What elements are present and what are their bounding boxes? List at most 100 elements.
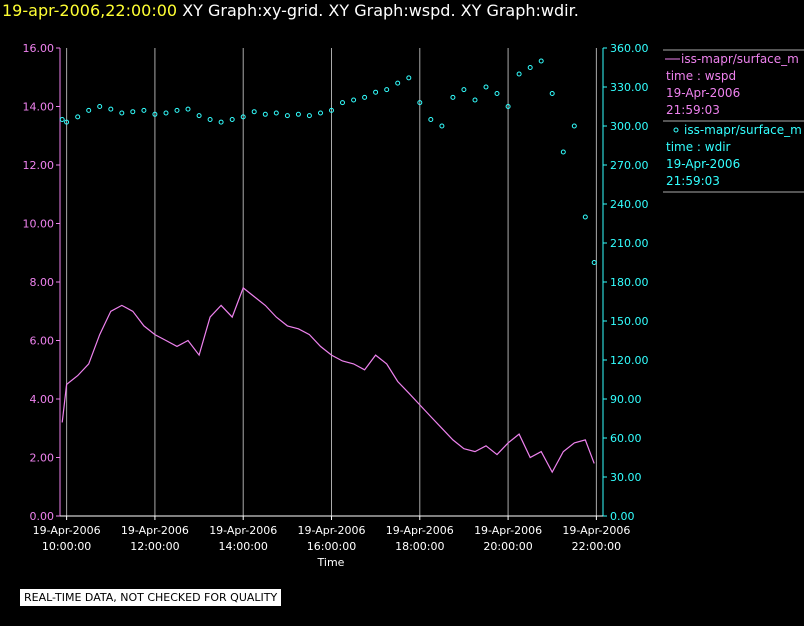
y-left-tick-label: 8.00 [30, 276, 55, 289]
y-right-tick-label: 330.00 [610, 81, 649, 94]
wdir-point [373, 89, 379, 95]
wdir-point [351, 97, 357, 103]
wdir-point [505, 104, 511, 109]
legend-wspd-date: 19-Apr-2006 [666, 86, 740, 100]
y-left-tick-label: 14.00 [23, 101, 55, 114]
graph-name-wspd: XY Graph:wspd. [328, 1, 456, 20]
wdir-point [306, 113, 312, 119]
wdir-point [141, 107, 147, 113]
wdir-point [549, 91, 555, 96]
wdir-point [384, 87, 390, 93]
wdir-point [262, 111, 268, 117]
y-right-tick-label: 210.00 [610, 237, 649, 250]
chart-title-bar: 19-apr-2006,22:00:00 XY Graph:xy-grid. X… [2, 1, 579, 20]
wdir-point [472, 97, 478, 103]
wspd-line [61, 286, 595, 474]
wdir-point [340, 100, 345, 106]
y-left-tick-label: 2.00 [30, 452, 55, 465]
y-right-tick-label: 150.00 [610, 315, 649, 328]
y-left-tick-label: 10.00 [23, 218, 55, 231]
x-tick-time-label: 10:00:00 [42, 540, 91, 553]
wdir-point [483, 84, 489, 90]
x-tick-date-label: 19-Apr-2006 [33, 524, 101, 537]
wdir-point [163, 110, 169, 116]
y-right-tick-label: 240.00 [610, 198, 649, 211]
wdir-point [406, 75, 412, 81]
legend-wdir-date: 19-Apr-2006 [666, 157, 740, 171]
wdir-point [591, 260, 597, 265]
x-tick-time-label: 16:00:00 [307, 540, 356, 553]
wdir-point [494, 91, 500, 96]
wdir-point [229, 117, 235, 122]
wdir-point [86, 107, 92, 113]
wdir-point [284, 113, 290, 119]
wdir-point [59, 117, 65, 122]
legend: iss-mapr/surface_m time : wspd 19-Apr-20… [663, 49, 804, 193]
wdir-point [395, 80, 401, 86]
y-right-tick-label: 270.00 [610, 159, 649, 172]
legend-wdir-marker-icon [673, 127, 679, 133]
x-tick-date-label: 19-Apr-2006 [121, 524, 189, 537]
y-left-tick-label: 6.00 [30, 335, 55, 348]
x-tick-time-label: 20:00:00 [483, 540, 532, 553]
wdir-point [240, 114, 246, 120]
wdir-point [527, 65, 533, 70]
axes [56, 47, 607, 520]
wdir-point [152, 111, 158, 117]
y-right-tick-label: 30.00 [610, 471, 642, 484]
wdir-point [450, 94, 456, 100]
wdir-point [273, 110, 279, 116]
legend-wspd-source: iss-mapr/surface_m [681, 52, 799, 66]
wdir-point [174, 107, 180, 113]
wdir-point [538, 58, 544, 64]
graph-name-wdir: XY Graph:wdir. [460, 1, 579, 20]
graph-name-xy-grid: XY Graph:xy-grid. [182, 1, 324, 20]
legend-wspd-var: time : wspd [666, 69, 736, 83]
wdir-point [439, 123, 445, 129]
y-left-tick-label: 12.00 [23, 159, 55, 172]
wdir-point [97, 104, 103, 109]
x-tick-time-label: 18:00:00 [395, 540, 444, 553]
y-right-tick-label: 180.00 [610, 276, 649, 289]
wdir-series [59, 58, 597, 265]
x-tick-time-label: 22:00:00 [572, 540, 621, 553]
grid-lines [66, 48, 597, 516]
y-right-tick-label: 360.00 [610, 42, 649, 55]
x-tick-date-label: 19-Apr-2006 [297, 524, 365, 537]
wspd-series [61, 286, 595, 474]
legend-wdir-var: time : wdir [666, 140, 731, 154]
wdir-point [461, 87, 467, 93]
legend-wspd-time: 21:59:03 [666, 103, 720, 117]
wdir-point [207, 117, 213, 122]
x-tick-time-label: 14:00:00 [219, 540, 268, 553]
y-right-tick-label: 0.00 [610, 510, 635, 523]
wdir-point [560, 149, 566, 155]
wdir-point [571, 123, 577, 129]
legend-wdir-source: iss-mapr/surface_m [684, 123, 802, 137]
wdir-point [108, 106, 114, 112]
wdir-point [130, 109, 136, 115]
wdir-point [119, 110, 125, 116]
wdir-point [318, 110, 323, 116]
wdir-point [428, 117, 434, 122]
y-right-tick-label: 90.00 [610, 393, 642, 406]
wdir-point [516, 71, 522, 77]
tick-labels: 0.00 2.00 4.00 6.00 8.00 10.00 12.00 14.00 16.00… [23, 42, 649, 553]
x-tick-time-label: 12:00:00 [130, 540, 179, 553]
y-right-tick-label: 120.00 [610, 354, 649, 367]
quality-notice: REAL-TIME DATA, NOT CHECKED FOR QUALITY [20, 589, 282, 606]
x-axis-label: Time [317, 556, 345, 569]
wdir-point [417, 100, 423, 106]
y-left-tick-label: 0.00 [30, 510, 55, 523]
wdir-point [196, 113, 202, 119]
y-left-tick-label: 16.00 [23, 42, 55, 55]
wdir-point [582, 214, 588, 220]
wdir-point [218, 119, 224, 125]
x-tick-date-label: 19-Apr-2006 [474, 524, 542, 537]
wdir-point [75, 114, 81, 120]
wdir-point [362, 94, 368, 100]
wdir-point [329, 107, 334, 113]
x-tick-date-label: 19-Apr-2006 [562, 524, 630, 537]
wdir-point [64, 119, 70, 125]
